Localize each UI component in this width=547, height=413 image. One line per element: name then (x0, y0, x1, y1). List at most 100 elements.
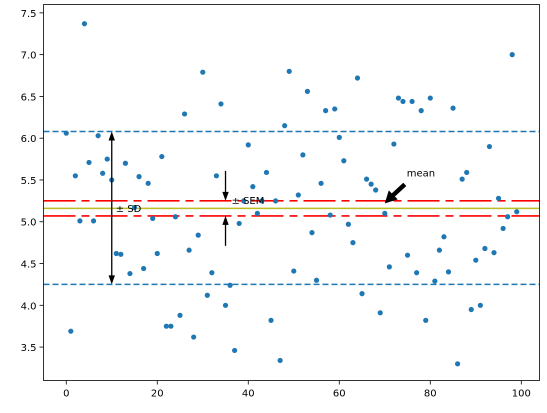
data-point (200, 69, 206, 75)
data-point (209, 270, 215, 276)
x-tick-label: 60 (333, 389, 346, 400)
data-point (277, 357, 283, 364)
data-point (350, 240, 356, 246)
data-point (163, 323, 169, 329)
data-point (363, 176, 370, 182)
data-point (63, 130, 69, 136)
data-point (300, 152, 306, 158)
annotations: ± SD ± SEM mean (108, 131, 435, 285)
data-point (195, 232, 201, 238)
data-point (454, 361, 461, 367)
data-point (263, 169, 270, 176)
y-tick-label: 6.0 (21, 134, 37, 145)
data-point (309, 230, 315, 236)
data-point (414, 270, 420, 276)
data-point (468, 306, 474, 313)
data-point (90, 218, 97, 224)
data-point (418, 108, 424, 114)
data-point (131, 204, 138, 211)
data-point (72, 173, 78, 179)
data-point (359, 291, 365, 297)
data-point (427, 95, 433, 101)
data-point (436, 247, 442, 253)
data-point (232, 347, 238, 354)
x-tick-label: 100 (512, 389, 531, 400)
data-point (245, 142, 251, 148)
data-point (304, 88, 311, 94)
y-tick-label: 4.5 (21, 260, 37, 271)
data-point (313, 277, 320, 283)
data-point (486, 143, 493, 150)
data-point (227, 282, 233, 288)
data-point (377, 310, 383, 316)
data-point (127, 270, 133, 277)
data-point (122, 160, 129, 166)
data-point (500, 225, 506, 232)
plot-frame (43, 4, 540, 381)
data-point (118, 251, 124, 257)
sem-arrow-bottom-head (222, 215, 229, 225)
data-point (354, 75, 361, 81)
data-point (336, 134, 342, 140)
y-tick-label: 5.0 (21, 218, 37, 229)
data-point (509, 52, 515, 58)
axis-ticks: 0 20 40 60 80 100 3.5 4.0 4.5 5.0 5.5 6.0 6.5 7.0 7.5 (21, 9, 531, 400)
data-point (154, 250, 160, 257)
data-point (482, 245, 488, 252)
data-point (423, 317, 429, 323)
data-point (395, 95, 402, 101)
data-point (286, 68, 292, 74)
data-point (477, 302, 483, 308)
data-point (495, 195, 502, 201)
data-point (222, 302, 229, 308)
y-tick-label: 4.0 (21, 301, 37, 312)
data-point (213, 173, 220, 179)
mean-label: mean (407, 168, 435, 179)
sd-arrow-head-up (108, 131, 115, 141)
data-point (95, 133, 101, 139)
data-point (241, 198, 247, 204)
data-point (145, 180, 151, 186)
data-point (250, 184, 256, 190)
data-point (177, 312, 183, 318)
data-point (505, 214, 511, 220)
data-point (218, 101, 224, 107)
data-point (68, 328, 74, 334)
data-point (191, 334, 197, 340)
y-tick-label: 3.5 (21, 343, 37, 354)
data-point (514, 209, 520, 215)
data-point (445, 269, 452, 275)
data-point (282, 123, 288, 129)
x-tick-label: 40 (242, 389, 255, 400)
mean-arrow-shaft (390, 182, 407, 199)
x-tick-label: 20 (151, 389, 164, 400)
data-point (150, 215, 156, 222)
data-point (318, 180, 324, 186)
data-point (100, 170, 106, 176)
data-point (400, 98, 406, 105)
data-point (323, 108, 329, 114)
data-point (168, 323, 174, 329)
data-point (159, 153, 165, 160)
sd-label: ± SD (116, 204, 142, 215)
data-point (172, 214, 179, 220)
mean-arrow-head (384, 190, 398, 204)
data-point (254, 210, 260, 216)
data-point (81, 21, 88, 27)
data-point (236, 220, 242, 227)
data-point (432, 278, 438, 284)
data-point (491, 250, 497, 256)
data-point (404, 252, 411, 258)
y-tick-label: 7.0 (21, 51, 37, 62)
data-point (409, 98, 415, 105)
data-point (181, 111, 188, 117)
data-point (327, 212, 333, 218)
data-point (341, 158, 347, 164)
data-point (345, 221, 351, 227)
data-point (77, 218, 83, 224)
data-point (295, 192, 301, 198)
data-point (368, 181, 374, 187)
y-tick-label: 5.5 (21, 176, 37, 187)
data-point (113, 250, 119, 257)
data-point (373, 187, 379, 193)
